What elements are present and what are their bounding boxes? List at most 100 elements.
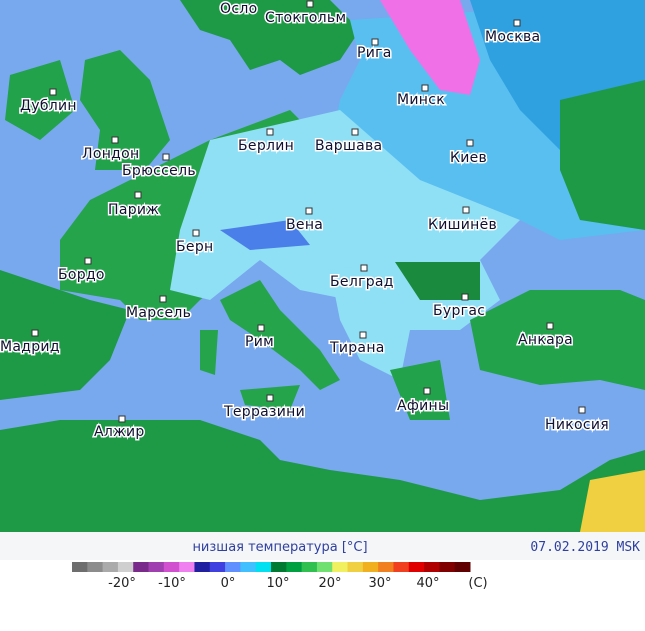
legend-label: 30° [368, 576, 391, 591]
city-marker [31, 329, 39, 337]
land-cold [170, 110, 520, 300]
city-marker [466, 139, 474, 147]
legend-swatch [286, 562, 303, 572]
city-label: Дублин [20, 98, 77, 114]
city-marker [462, 206, 470, 214]
land [220, 280, 340, 390]
legend-label: -20° [108, 576, 136, 591]
city-label: Алжир [94, 424, 145, 440]
city-label: Никосия [545, 417, 609, 433]
land [390, 360, 450, 420]
land [180, 0, 360, 75]
city-marker [421, 84, 429, 92]
legend-swatch [301, 562, 318, 572]
city-marker [351, 128, 359, 136]
legend-swatch [209, 562, 226, 572]
city-label: Бордо [58, 267, 105, 283]
city-marker [305, 207, 313, 215]
city-marker [162, 153, 170, 161]
city-label: Бургас [433, 303, 485, 319]
city-marker [266, 394, 274, 402]
caption: низшая температура [°C] [192, 540, 367, 555]
city-label: Марсель [126, 305, 191, 321]
legend-swatch [347, 562, 364, 572]
city-label: Осло [220, 1, 257, 17]
city-label: Минск [397, 92, 445, 108]
legend-swatch [133, 562, 150, 572]
city-label: Вена [286, 217, 323, 233]
legend-label: -10° [158, 576, 186, 591]
city-label: Стокгольм [265, 10, 346, 26]
legend-swatch [179, 562, 195, 572]
legend-swatch [408, 562, 425, 572]
legend-swatch [255, 562, 272, 572]
city-marker [306, 0, 314, 8]
legend-label: 20° [318, 576, 341, 591]
legend-swatch [225, 562, 241, 572]
land [470, 290, 645, 390]
legend-swatch [424, 562, 440, 572]
city-label: Афины [397, 398, 449, 414]
legend-label: 0° [221, 576, 236, 591]
land [5, 60, 75, 140]
legend-swatch [194, 562, 211, 572]
city-label: Тирана [329, 340, 385, 356]
legend-label: (C) [468, 576, 487, 591]
city-marker [49, 88, 57, 96]
land-warm [580, 470, 645, 532]
legend-label: 10° [266, 576, 289, 591]
city-marker [360, 264, 368, 272]
legend-swatch [439, 562, 456, 572]
city-label: Берлин [238, 138, 294, 154]
city-label: Терразини [223, 404, 305, 420]
land [0, 270, 130, 400]
land [80, 50, 170, 170]
city-marker [118, 415, 126, 423]
land [0, 420, 645, 532]
legend-swatch [72, 562, 88, 572]
land-cold [380, 0, 480, 95]
legend-swatch [362, 562, 379, 572]
city-label: Кишинёв [428, 217, 497, 233]
legend-swatch [378, 562, 394, 572]
city-marker [244, 4, 252, 12]
legend-swatch [163, 562, 180, 572]
date: 07.02.2019 MSK [530, 540, 640, 555]
city-label: Рига [357, 45, 392, 61]
land [395, 262, 480, 300]
caption-bar [0, 532, 645, 560]
city-marker [359, 331, 367, 339]
city-label: Берн [176, 239, 213, 255]
legend-swatch [332, 562, 349, 572]
legend-swatch [271, 562, 287, 572]
city-marker [371, 38, 379, 46]
legend-swatch [148, 562, 165, 572]
legend-swatch [316, 562, 333, 572]
legend-swatch [393, 562, 410, 572]
city-label: Париж [108, 202, 159, 218]
city-marker [257, 324, 265, 332]
land [560, 80, 645, 230]
city-label: Киев [450, 150, 487, 166]
legend-swatch [102, 562, 119, 572]
city-marker [513, 19, 521, 27]
city-label: Мадрид [0, 339, 60, 355]
city-label: Лондон [82, 146, 139, 162]
city-label: Брюссель [122, 163, 196, 179]
city-marker [84, 257, 92, 265]
land-cold [220, 220, 310, 250]
city-marker [266, 128, 274, 136]
city-marker [159, 295, 167, 303]
city-marker [192, 229, 200, 237]
city-label: Варшава [315, 138, 382, 154]
legend-swatch [87, 562, 104, 572]
land [200, 330, 218, 375]
city-marker [423, 387, 431, 395]
legend-swatch [454, 562, 471, 572]
city-marker [578, 406, 586, 414]
city-label: Анкара [518, 332, 573, 348]
city-marker [546, 322, 554, 330]
city-marker [134, 191, 142, 199]
legend-swatch [240, 562, 257, 572]
